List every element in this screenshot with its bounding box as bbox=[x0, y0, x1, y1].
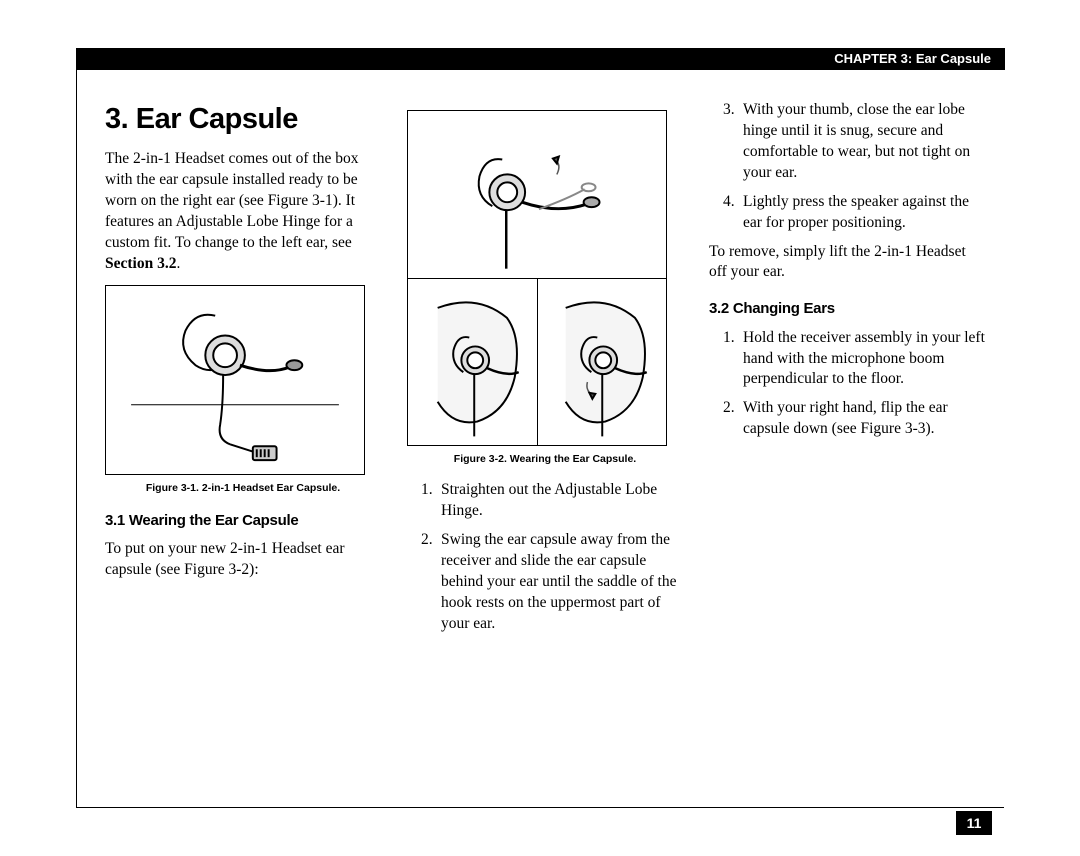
list-item: 2. With your right hand, flip the ear ca… bbox=[723, 398, 985, 440]
figure-3-1 bbox=[105, 285, 365, 475]
list-text: Swing the ear capsule away from the rece… bbox=[441, 530, 683, 635]
intro-section-ref: Section 3.2 bbox=[105, 255, 176, 272]
page-number: 11 bbox=[956, 811, 992, 835]
chapter-title: 3. Ear Capsule bbox=[105, 100, 381, 139]
list-number: 1. bbox=[421, 480, 441, 522]
section-3-2-heading: 3.2 Changing Ears bbox=[709, 299, 985, 319]
figure-3-2-caption: Figure 3-2. Wearing the Ear Capsule. bbox=[407, 452, 683, 466]
section-3-1-heading: 3.1 Wearing the Ear Capsule bbox=[105, 511, 381, 531]
list-text: Hold the receiver assembly in your left … bbox=[743, 328, 985, 391]
put-on-paragraph: To put on your new 2-in-1 Headset ear ca… bbox=[105, 539, 381, 581]
list-item: 1. Hold the receiver assembly in your le… bbox=[723, 328, 985, 391]
list-text: Lightly press the speaker against the ea… bbox=[743, 192, 985, 234]
figure-3-1-caption: Figure 3-1. 2-in-1 Headset Ear Capsule. bbox=[105, 481, 381, 495]
content-columns: 3. Ear Capsule The 2-in-1 Headset comes … bbox=[105, 100, 985, 643]
wearing-step-top-icon bbox=[408, 111, 666, 278]
page-frame: CHAPTER 3: Ear Capsule 3. Ear Capsule Th… bbox=[76, 48, 1004, 808]
headset-capsule-icon bbox=[106, 286, 364, 474]
list-item: 4. Lightly press the speaker against the… bbox=[723, 192, 985, 234]
list-number: 4. bbox=[723, 192, 743, 234]
column-3: 3. With your thumb, close the ear lobe h… bbox=[709, 100, 985, 643]
list-number: 3. bbox=[723, 100, 743, 184]
column-1: 3. Ear Capsule The 2-in-1 Headset comes … bbox=[105, 100, 381, 643]
list-text: Straighten out the Adjustable Lobe Hinge… bbox=[441, 480, 683, 522]
list-text: With your right hand, flip the ear capsu… bbox=[743, 398, 985, 440]
chapter-header: CHAPTER 3: Ear Capsule bbox=[77, 48, 1005, 70]
figure-3-2 bbox=[407, 110, 667, 446]
wearing-right-icon bbox=[538, 279, 667, 446]
intro-text-a: The 2-in-1 Headset comes out of the box … bbox=[105, 150, 359, 251]
list-number: 2. bbox=[723, 398, 743, 440]
list-text: With your thumb, close the ear lobe hing… bbox=[743, 100, 985, 184]
intro-paragraph: The 2-in-1 Headset comes out of the box … bbox=[105, 149, 381, 275]
remove-paragraph: To remove, simply lift the 2-in-1 Headse… bbox=[709, 242, 985, 284]
list-item: 3. With your thumb, close the ear lobe h… bbox=[723, 100, 985, 184]
list-number: 1. bbox=[723, 328, 743, 391]
list-item: 1. Straighten out the Adjustable Lobe Hi… bbox=[421, 480, 683, 522]
intro-text-c: . bbox=[176, 255, 180, 272]
list-number: 2. bbox=[421, 530, 441, 635]
wearing-left-icon bbox=[408, 279, 537, 446]
column-2: Figure 3-2. Wearing the Ear Capsule. 1. … bbox=[407, 100, 683, 643]
list-item: 2. Swing the ear capsule away from the r… bbox=[421, 530, 683, 635]
